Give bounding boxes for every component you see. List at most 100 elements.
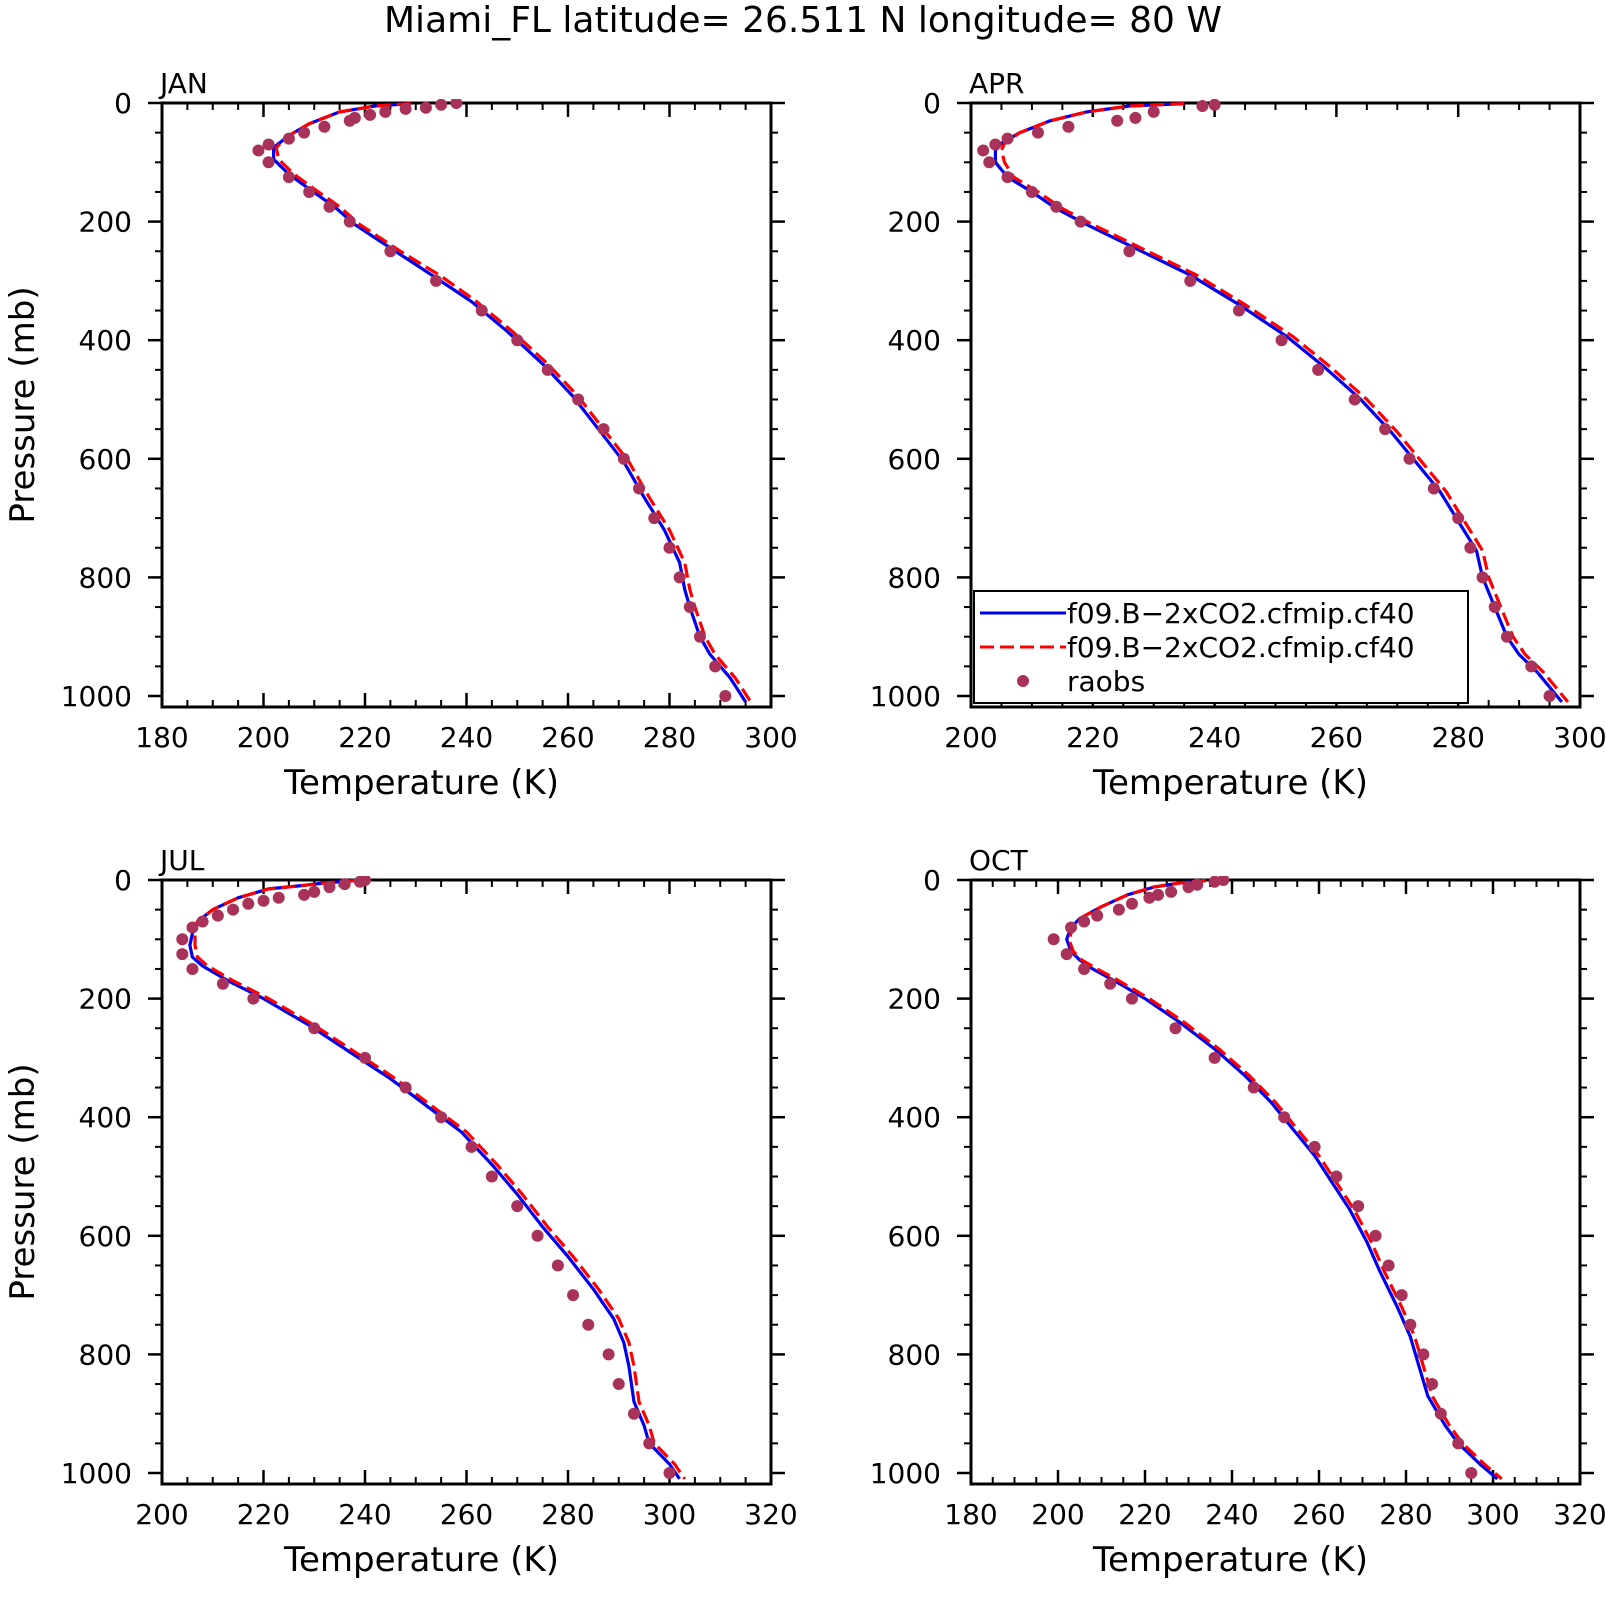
- y-tick-label: 800: [888, 1338, 941, 1371]
- raobs-point: [257, 894, 270, 907]
- raobs-point: [1352, 1200, 1365, 1213]
- raobs-point: [176, 933, 189, 946]
- x-tick-label: 260: [1310, 721, 1363, 754]
- y-tick-label: 400: [79, 1101, 132, 1134]
- x-tick-label: 200: [944, 721, 997, 754]
- x-tick-label: 220: [237, 1498, 290, 1531]
- raobs-point: [1091, 909, 1104, 922]
- raobs-point: [1488, 601, 1501, 614]
- raobs-point: [430, 274, 443, 287]
- x-tick-label: 300: [643, 1498, 696, 1531]
- x-tick-label: 280: [643, 721, 696, 754]
- raobs-point: [252, 144, 265, 157]
- raobs-point: [364, 108, 377, 121]
- raobs-point: [465, 1140, 478, 1153]
- raobs-point: [1182, 881, 1195, 894]
- raobs-point: [1395, 1289, 1408, 1302]
- raobs-point: [298, 888, 311, 901]
- y-axis-label: Pressure (mb): [3, 1063, 43, 1300]
- raobs-point: [1500, 630, 1513, 643]
- raobs-point: [663, 1467, 676, 1479]
- raobs-point: [399, 1081, 412, 1094]
- raobs-point: [1208, 876, 1221, 888]
- raobs-point: [1001, 132, 1014, 145]
- raobs-point: [1074, 215, 1087, 228]
- raobs-point: [1464, 541, 1477, 554]
- raobs-point: [1125, 897, 1138, 910]
- raobs-point: [597, 423, 610, 436]
- y-tick-label: 800: [888, 561, 941, 594]
- y-tick-label: 400: [888, 1101, 941, 1134]
- raobs-point: [612, 1378, 625, 1391]
- x-tick-label: 200: [135, 1498, 188, 1531]
- raobs-point: [1278, 1111, 1291, 1124]
- model-line-solid: [188, 879, 681, 1480]
- x-axis-label: Temperature (K): [1092, 763, 1368, 803]
- raobs-point: [435, 1111, 448, 1124]
- raobs-point: [989, 138, 1002, 151]
- raobs-point: [359, 1051, 371, 1064]
- plot-frame: [969, 878, 1582, 1486]
- legend-box: [973, 590, 1469, 704]
- raobs-point: [1125, 992, 1138, 1005]
- raobs-point: [582, 1318, 595, 1331]
- panel-label: JAN: [158, 67, 208, 100]
- raobs-point: [551, 1259, 564, 1272]
- x-tick-label: 280: [541, 1498, 594, 1531]
- panels: JAN 180 200 220 240 260 280 300 0 200 400 600 800 100…: [3, 67, 1606, 1580]
- x-tick-label: 260: [541, 721, 594, 754]
- raobs-point: [323, 881, 336, 894]
- raobs-point: [1476, 571, 1489, 584]
- x-tick-label: 300: [1553, 721, 1606, 754]
- raobs-point: [242, 897, 255, 910]
- y-tick-label: 200: [79, 206, 132, 239]
- raobs-point: [1196, 99, 1209, 112]
- y-tick-label: 600: [79, 1220, 132, 1253]
- raobs-point: [1348, 393, 1361, 406]
- raobs-point: [343, 215, 356, 228]
- x-tick-label: 240: [1188, 721, 1241, 754]
- raobs-point: [1047, 933, 1060, 946]
- raobs-point: [983, 156, 996, 169]
- raobs-point: [419, 101, 432, 114]
- panel-jan: JAN 180 200 220 240 260 280 300 0 200 400 600 800 100…: [3, 67, 798, 803]
- plot-area: [1047, 876, 1503, 1481]
- raobs-point: [338, 878, 351, 891]
- raobs-point: [1543, 690, 1556, 702]
- raobs-point: [673, 571, 686, 584]
- x-tick-label: 280: [1431, 721, 1484, 754]
- raobs-point: [211, 909, 224, 922]
- plot-area: [176, 876, 687, 1480]
- plot-area: [252, 99, 753, 703]
- panel-apr: APR 200 220 240 260 280 300 0 200 400 600 800 1000 Te…: [870, 67, 1606, 803]
- model-line-dashed: [193, 879, 687, 1480]
- raobs-point: [1169, 1022, 1182, 1035]
- y-tick-label: 200: [888, 983, 941, 1016]
- raobs-point: [1078, 915, 1091, 928]
- legend: f09.B−2xCO2.cfmip.cf40f09.B−2xCO2.cfmip.…: [973, 590, 1469, 704]
- x-axis-label: Temperature (K): [1092, 1540, 1368, 1580]
- raobs-point: [1147, 105, 1160, 118]
- model-line-solid: [272, 102, 747, 703]
- raobs-point: [435, 99, 448, 111]
- legend-label: f09.B−2xCO2.cfmip.cf40: [1067, 631, 1415, 664]
- plot-frame: [160, 878, 773, 1486]
- raobs-point: [1465, 1467, 1478, 1479]
- y-tick-label: 600: [888, 1220, 941, 1253]
- panel-oct: OCT 180 200 220 240 260 280 300 320 0 200 400 600 800…: [870, 844, 1606, 1580]
- raobs-point: [379, 105, 392, 118]
- model-line-dashed: [1067, 879, 1503, 1481]
- raobs-point: [633, 482, 646, 495]
- raobs-point: [1426, 1378, 1439, 1391]
- raobs-point: [384, 245, 397, 258]
- raobs-point: [1330, 1170, 1343, 1183]
- raobs-point: [1208, 99, 1221, 111]
- raobs-point: [475, 304, 488, 317]
- plot-frame: [160, 101, 773, 709]
- raobs-point: [1404, 1318, 1417, 1331]
- raobs-point: [298, 126, 311, 139]
- raobs-point: [1184, 274, 1197, 287]
- y-tick-label: 1000: [61, 1457, 132, 1490]
- y-tick-label: 600: [79, 443, 132, 476]
